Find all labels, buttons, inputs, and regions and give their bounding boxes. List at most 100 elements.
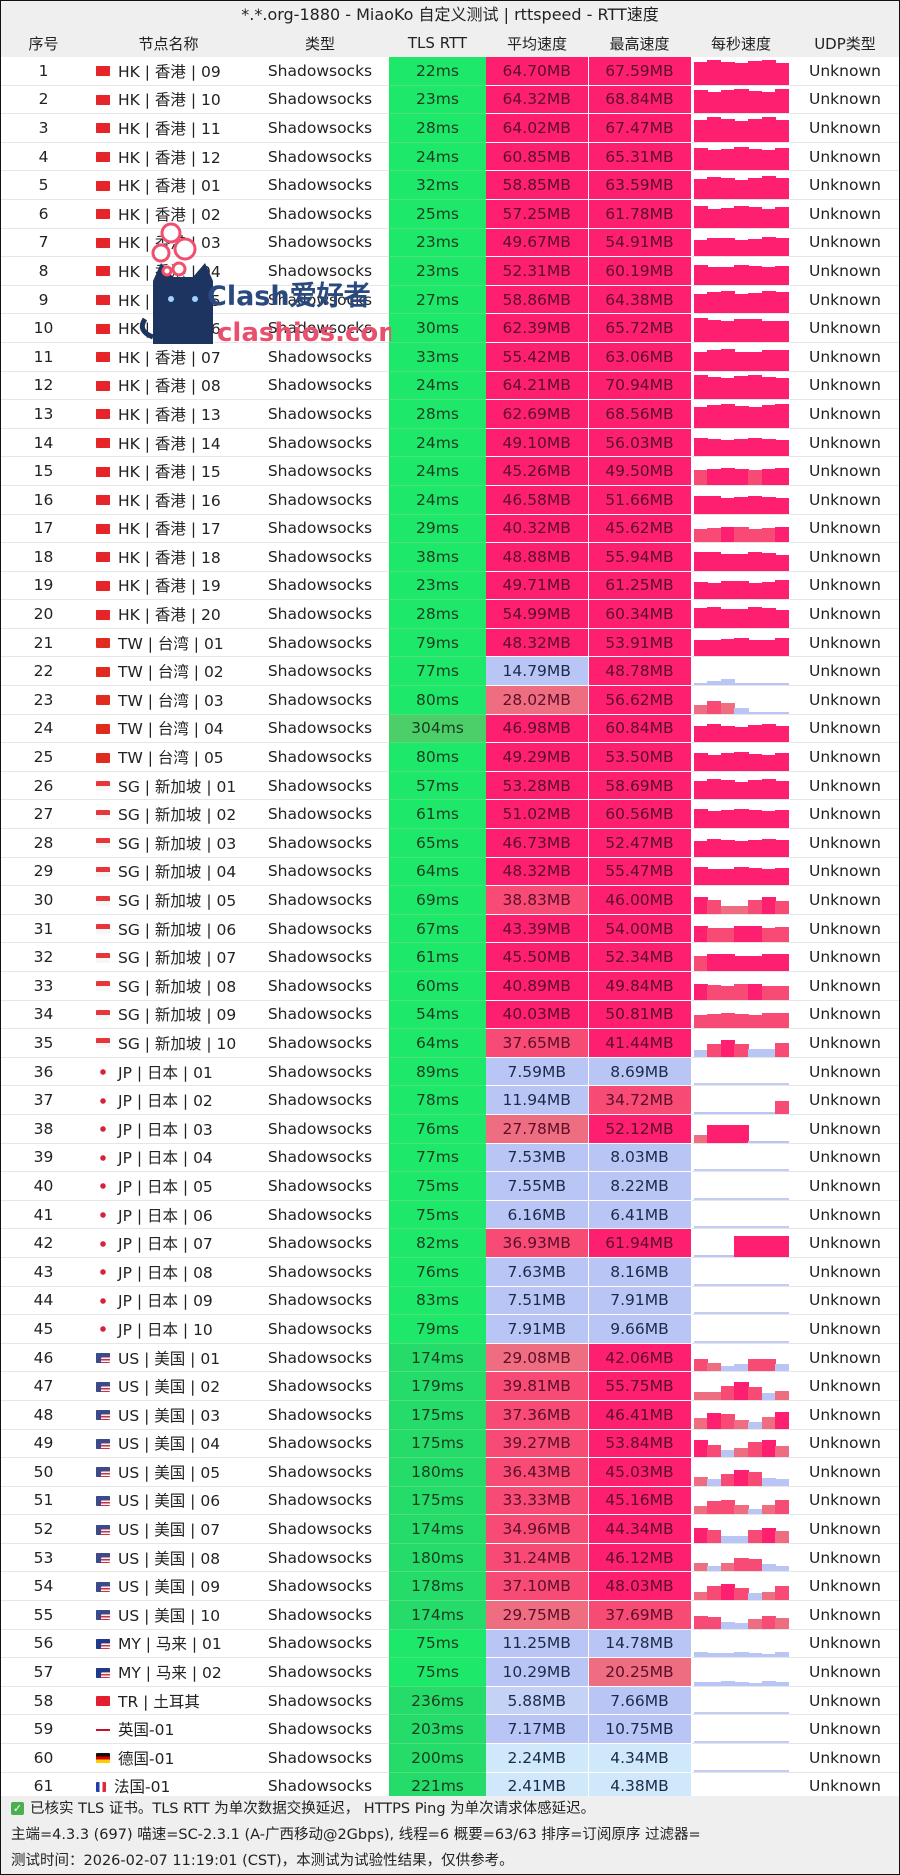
column-header-per-second-speed: 每秒速度 <box>691 29 791 57</box>
speed-bar <box>761 1615 776 1629</box>
sparkline <box>693 1229 790 1257</box>
speed-bar <box>748 406 763 428</box>
tls-rtt: 67ms <box>389 914 486 944</box>
node-name-label: US | 美国 | 05 <box>118 1463 221 1482</box>
max-speed: 4.34MB <box>588 1743 692 1773</box>
table-row: 4 HK | 香港 | 12 Shadowsocks 24ms 60.85MB 65.31… <box>1 142 899 172</box>
row-index: 18 <box>1 542 86 572</box>
table-row: 37 JP | 日本 | 02 Shadowsocks 78ms 11.94MB 34.7… <box>1 1085 899 1115</box>
speed-bar <box>748 470 763 485</box>
udp-type: Unknown <box>791 1657 899 1687</box>
speed-bar <box>720 321 735 342</box>
max-speed: 63.06MB <box>588 342 692 372</box>
row-index: 20 <box>1 599 86 629</box>
avg-speed: 39.81MB <box>486 1371 589 1401</box>
per-second-speed-chart <box>691 399 791 429</box>
node-name-label: SG | 新加坡 | 05 <box>118 892 237 911</box>
speed-bar <box>775 291 790 313</box>
avg-speed: 27.78MB <box>486 1114 589 1144</box>
sparkline <box>693 686 790 714</box>
per-second-speed-chart <box>691 771 791 801</box>
node-name: HK | 香港 | 09 <box>86 57 251 86</box>
row-index: 42 <box>1 1228 86 1258</box>
tls-rtt: 38ms <box>389 542 486 572</box>
node-type: Shadowsocks <box>251 1486 389 1516</box>
speed-bar <box>693 639 708 656</box>
speed-bar <box>775 89 790 113</box>
node-name-label: 英国-01 <box>118 1721 175 1740</box>
max-speed: 54.91MB <box>588 228 692 258</box>
node-name-label: JP | 日本 | 04 <box>118 1149 213 1168</box>
speed-bar <box>734 781 749 799</box>
avg-speed: 40.89MB <box>486 971 589 1001</box>
tw-flag-icon <box>96 666 110 677</box>
hk-flag-icon <box>96 466 110 477</box>
udp-type: Unknown <box>791 285 899 315</box>
per-second-speed-chart <box>691 1429 791 1459</box>
row-index: 47 <box>1 1371 86 1401</box>
sparkline <box>693 314 790 342</box>
speed-bar <box>775 954 790 971</box>
speed-bar <box>707 1444 722 1457</box>
speed-bar <box>748 352 763 371</box>
udp-type: Unknown <box>791 113 899 143</box>
speed-bar <box>693 1527 708 1543</box>
node-type: Shadowsocks <box>251 1429 389 1459</box>
avg-speed: 7.63MB <box>486 1257 589 1287</box>
node-type: Shadowsocks <box>251 599 389 629</box>
max-speed: 7.91MB <box>588 1286 692 1316</box>
speed-bar <box>761 582 776 599</box>
speed-bar <box>720 177 735 199</box>
node-name-label: JP | 日本 | 05 <box>118 1177 213 1196</box>
max-speed: 55.75MB <box>588 1371 692 1401</box>
column-header-avg-speed: 平均速度 <box>486 29 588 57</box>
sparkline <box>693 400 790 428</box>
tls-rtt: 24ms <box>389 371 486 401</box>
speed-bar <box>734 147 749 170</box>
udp-type: Unknown <box>791 1257 899 1287</box>
speed-bar <box>734 1419 749 1429</box>
udp-type: Unknown <box>791 1457 899 1487</box>
speed-bar <box>707 496 722 514</box>
node-name: HK | 香港 | 17 <box>86 514 251 544</box>
tls-rtt: 75ms <box>389 1200 486 1230</box>
per-second-speed-chart <box>691 714 791 744</box>
speed-bar <box>761 1111 776 1114</box>
max-speed: 65.72MB <box>588 313 692 343</box>
node-type: Shadowsocks <box>251 1314 389 1344</box>
speed-bar <box>775 1391 790 1400</box>
per-second-speed-chart <box>691 1143 791 1173</box>
row-index: 19 <box>1 571 86 601</box>
hk-flag-icon <box>96 580 110 591</box>
udp-type: Unknown <box>791 1486 899 1516</box>
per-second-speed-chart <box>691 685 791 715</box>
row-index: 60 <box>1 1743 86 1773</box>
sparkline <box>693 1144 789 1171</box>
speed-bar <box>693 683 708 685</box>
avg-speed: 60.85MB <box>486 142 589 172</box>
avg-speed: 64.70MB <box>486 57 589 86</box>
udp-type: Unknown <box>791 1000 899 1030</box>
hk-flag-icon <box>96 609 110 620</box>
speed-bar <box>693 1506 708 1514</box>
row-index: 53 <box>1 1543 86 1573</box>
speed-bar <box>720 403 735 428</box>
speed-bar <box>761 1392 776 1400</box>
node-name: TW | 台湾 | 02 <box>86 656 251 687</box>
avg-speed: 57.25MB <box>486 199 589 229</box>
de-flag-icon <box>96 1753 110 1764</box>
tls-rtt: 29ms <box>389 514 486 544</box>
per-second-speed-chart <box>691 1457 791 1487</box>
row-index: 30 <box>1 885 86 915</box>
row-index: 54 <box>1 1571 86 1602</box>
table-row: 47 US | 美国 | 02 Shadowsocks 179ms 39.81MB 55.… <box>1 1371 899 1401</box>
avg-speed: 49.67MB <box>486 228 589 258</box>
speed-bar <box>734 906 749 914</box>
speed-bar <box>775 526 790 542</box>
node-name: JP | 日本 | 09 <box>86 1286 251 1316</box>
avg-speed: 49.10MB <box>486 428 589 458</box>
my-flag-icon <box>96 1638 110 1649</box>
table-row: 10 HK | 香港 | 06 Shadowsocks 30ms 62.39MB 65.7… <box>1 313 899 343</box>
node-name: HK | 香港 | 07 <box>86 342 251 372</box>
max-speed: 54.00MB <box>588 914 692 944</box>
